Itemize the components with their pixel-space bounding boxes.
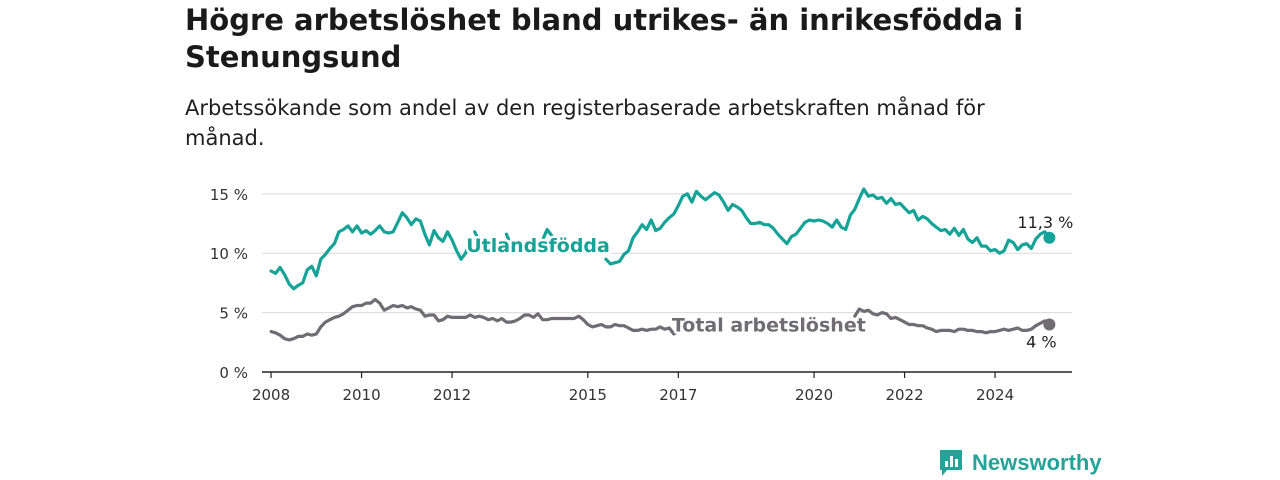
axes: 0 % 5 % 10 % 15 % 2008 2010 2012 2015 2017 2020 20…	[210, 186, 1072, 404]
newsworthy-logo-icon	[940, 450, 962, 476]
y-tick-label: 10 %	[210, 245, 248, 263]
x-tick-label: 2012	[433, 386, 471, 404]
series-lines	[269, 187, 1056, 342]
series-line-1	[853, 307, 1051, 335]
chart-subtitle: Arbetssökande som andel av den registerb…	[185, 96, 985, 150]
series-line-0	[604, 187, 1051, 266]
series-annotation: Utlandsfödda	[466, 235, 610, 257]
end-point-marker	[1043, 318, 1056, 331]
x-tick-label: 2015	[569, 386, 607, 404]
chart-title: Högre arbetslöshet bland utrikes- än inr…	[185, 3, 1024, 74]
chart-labels: 11,3 % 4 % Utlandsfödda Total arbetslöshet	[464, 213, 1074, 352]
end-point-marker	[1043, 231, 1056, 244]
series-line-1	[269, 297, 698, 342]
y-tick-label: 15 %	[210, 186, 248, 204]
series-line-0	[504, 232, 513, 247]
series-line-0	[541, 227, 563, 249]
y-tick-label: 5 %	[219, 305, 248, 323]
series-line-0	[473, 230, 481, 243]
x-tick-label: 2022	[885, 386, 923, 404]
x-tick-label: 2020	[795, 386, 833, 404]
x-tick-label: 2017	[659, 386, 697, 404]
end-value-label: 4 %	[1026, 332, 1056, 351]
y-tick-label: 0 %	[219, 364, 248, 382]
series-line-0	[269, 211, 472, 291]
x-tick-label: 2008	[252, 386, 290, 404]
x-tick-label: 2024	[976, 386, 1014, 404]
series-annotation: Total arbetslöshet	[672, 315, 866, 337]
grid-lines	[262, 193, 1072, 314]
x-tick-label: 2010	[342, 386, 380, 404]
brand-footer: Newsworthy	[938, 448, 1102, 478]
brand-name: Newsworthy	[972, 450, 1102, 475]
end-value-label: 11,3 %	[1017, 213, 1073, 232]
